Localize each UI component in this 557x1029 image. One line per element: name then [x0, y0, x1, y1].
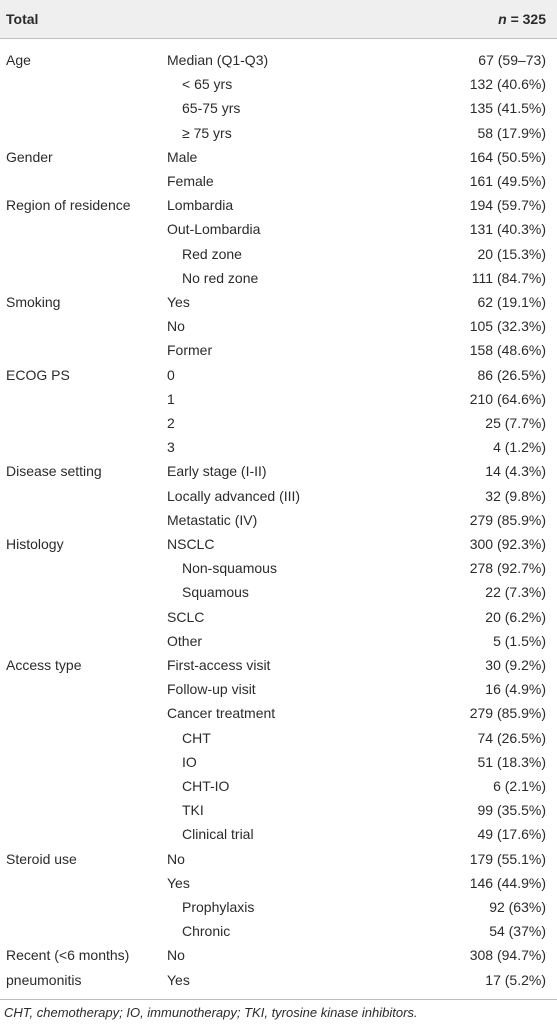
- subgroup-label: No: [167, 318, 185, 335]
- subgroup-label: 65-75 yrs: [182, 100, 241, 117]
- subgroup-label: No: [167, 850, 185, 867]
- count-value: 194 (59.7%): [469, 197, 546, 214]
- count-value: 25 (7.7%): [485, 415, 546, 431]
- subgroup-label: CHT-IO: [182, 778, 230, 794]
- subgroup-label: Non-squamous: [182, 560, 277, 577]
- subgroup-label: First-access visit: [167, 657, 271, 673]
- subgroup-label: CHT: [182, 729, 211, 746]
- count-value: 30 (9.2%): [485, 657, 546, 673]
- subgroup-label: Cancer treatment: [167, 705, 276, 722]
- count-value: 111 (84.7%): [471, 269, 546, 286]
- subgroup-label: Yes: [167, 294, 190, 310]
- group-label: Histology: [6, 536, 64, 552]
- subgroup-label: Former: [167, 342, 213, 359]
- count-value: 16 (4.9%): [485, 681, 546, 698]
- subgroup-label: < 65 yrs: [182, 76, 233, 93]
- subgroup-label: 2: [167, 415, 175, 431]
- count-value: 146 (44.9%): [469, 874, 546, 891]
- header-label: Total: [6, 11, 39, 27]
- count-value: 210 (64.6%): [469, 390, 546, 407]
- subgroup-label: Metastatic (IV): [167, 511, 258, 528]
- subgroup-label: Clinical trial: [182, 826, 254, 843]
- count-value: 279 (85.9%): [469, 705, 546, 722]
- count-value: 179 (55.1%): [469, 850, 546, 867]
- subgroup-label: SCLC: [167, 608, 205, 625]
- count-value: 58 (17.9%): [477, 124, 546, 141]
- count-value: 67 (59–73): [478, 52, 546, 68]
- subgroup-label: Red zone: [182, 245, 242, 262]
- subgroup-label: No red zone: [182, 269, 259, 286]
- subgroup-label: Follow-up visit: [167, 681, 256, 698]
- count-value: 14 (4.3%): [485, 463, 546, 480]
- count-value: 17 (5.2%): [485, 971, 546, 988]
- subgroup-label: Squamous: [182, 584, 249, 601]
- subgroup-label: Yes: [167, 874, 190, 891]
- count-value: 279 (85.9%): [469, 511, 546, 528]
- header-count: n = 325: [498, 11, 546, 27]
- subgroup-label: TKI: [182, 802, 204, 819]
- count-value: 278 (92.7%): [469, 560, 546, 577]
- subgroup-label: Chronic: [182, 923, 231, 940]
- group-label: Recent (<6 months): [6, 947, 130, 964]
- count-value: 131 (40.3%): [469, 221, 546, 238]
- subgroup-label: No: [167, 947, 185, 964]
- group-label: Smoking: [6, 294, 61, 310]
- subgroup-label: 3: [167, 439, 175, 456]
- subgroup-label: Lombardia: [167, 197, 234, 214]
- count-value: 49 (17.6%): [477, 826, 546, 843]
- subgroup-label: Early stage (I-II): [167, 463, 267, 480]
- subgroup-label: Female: [167, 173, 214, 189]
- count-value: 135 (41.5%): [469, 100, 546, 117]
- count-value: 62 (19.1%): [477, 294, 546, 310]
- count-value: 161 (49.5%): [469, 173, 546, 189]
- count-value: 86 (26.5%): [477, 366, 546, 383]
- group-label: Gender: [6, 148, 53, 165]
- subgroup-label: Median (Q1-Q3): [167, 52, 269, 68]
- count-value: 132 (40.6%): [469, 76, 546, 93]
- n-value: = 325: [510, 11, 546, 27]
- count-value: 308 (94.7%): [469, 947, 546, 964]
- count-value: 105 (32.3%): [469, 318, 546, 335]
- subgroup-label: IO: [182, 753, 197, 770]
- count-value: 4 (1.2%): [493, 439, 546, 456]
- count-value: 164 (50.5%): [469, 148, 546, 165]
- subgroup-label: Locally advanced (III): [167, 487, 301, 504]
- subgroup-label: NSCLC: [167, 536, 215, 552]
- group-label: Disease setting: [6, 463, 102, 480]
- count-value: 20 (6.2%): [485, 608, 546, 625]
- count-value: 74 (26.5%): [477, 729, 546, 746]
- table-rule: [0, 999, 557, 1000]
- subgroup-label: 1: [167, 390, 175, 407]
- count-value: 158 (48.6%): [469, 342, 546, 359]
- group-label: ECOG PS: [6, 366, 70, 383]
- count-value: 54 (37%): [489, 923, 546, 940]
- subgroup-label: Male: [167, 148, 198, 165]
- subgroup-label: Out-Lombardia: [167, 221, 261, 238]
- subgroup-label: ≥ 75 yrs: [182, 124, 232, 141]
- count-value: 20 (15.3%): [477, 245, 546, 262]
- footnote: CHT, chemotherapy; IO, immunotherapy; TK…: [4, 1005, 418, 1020]
- group-label: Region of residence: [6, 197, 131, 214]
- count-value: 300 (92.3%): [469, 536, 546, 552]
- table-header: Total n = 325: [0, 0, 557, 39]
- subgroup-label: Prophylaxis: [182, 899, 255, 915]
- subgroup-label: Other: [167, 632, 203, 649]
- group-label: pneumonitis: [6, 971, 82, 988]
- count-value: 5 (1.5%): [493, 632, 546, 649]
- count-value: 99 (35.5%): [477, 802, 546, 819]
- group-label: Age: [6, 52, 31, 68]
- count-value: 32 (9.8%): [485, 487, 546, 504]
- subgroup-label: Yes: [167, 971, 190, 988]
- group-label: Steroid use: [6, 850, 77, 867]
- count-value: 6 (2.1%): [493, 778, 546, 794]
- count-value: 92 (63%): [489, 899, 546, 915]
- count-value: 51 (18.3%): [477, 753, 546, 770]
- n-symbol: n: [498, 11, 507, 27]
- count-value: 22 (7.3%): [485, 584, 546, 601]
- subgroup-label: 0: [167, 366, 175, 383]
- group-label: Access type: [6, 657, 82, 673]
